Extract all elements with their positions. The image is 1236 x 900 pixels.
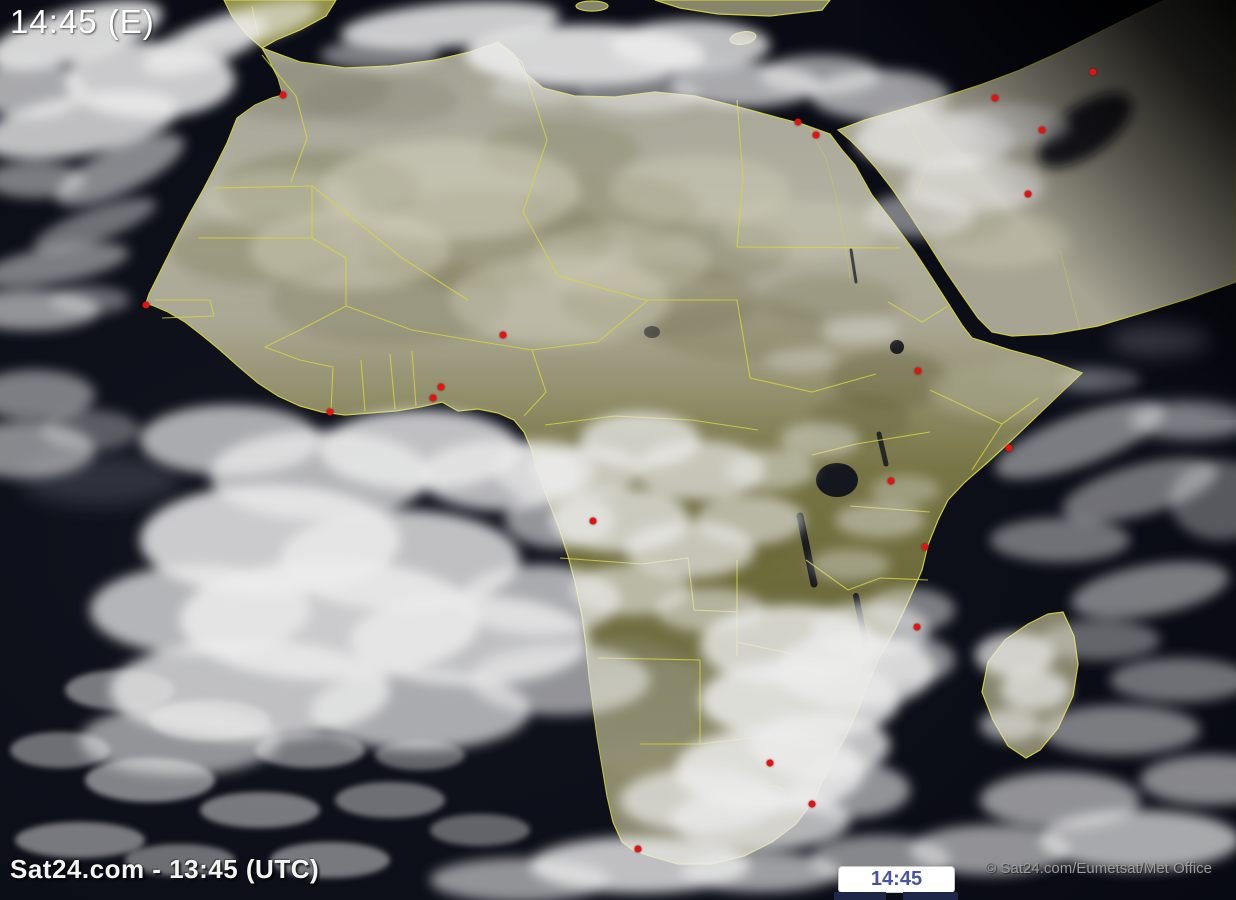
timeline-slider-tooltip[interactable]: 14:45: [838, 866, 955, 893]
timeline-tooltip-time: 14:45: [870, 868, 923, 890]
copyright-label: © Sat24.com/Eumetsat/Met Office: [985, 860, 1212, 877]
timeline-track-left[interactable]: [834, 892, 886, 900]
frame-time-label: 14:45 (E): [10, 3, 155, 40]
branding-label: Sat24.com - 13:45 (UTC): [10, 854, 320, 884]
timeline-track-right[interactable]: [903, 892, 958, 900]
